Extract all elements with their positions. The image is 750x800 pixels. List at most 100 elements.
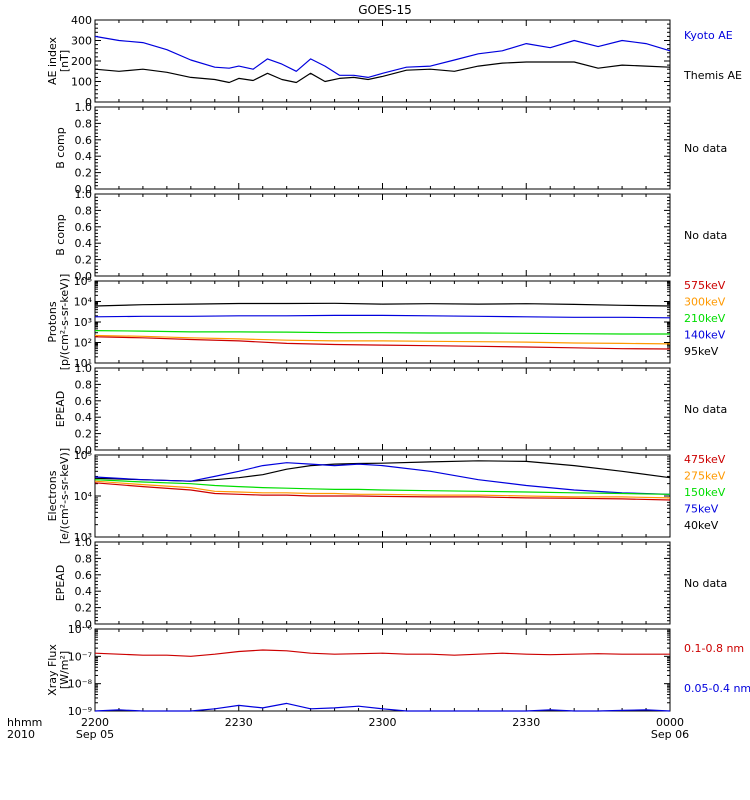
series-line-75kev xyxy=(94,462,671,495)
series-line-210kev xyxy=(94,330,670,335)
series-line-kyoto-ae xyxy=(94,35,671,79)
legend-entry: 0.1-0.8 nm xyxy=(684,642,744,655)
y-tick-label: 0.4 xyxy=(75,237,93,250)
panel-6: 10³ 10⁴ 10⁵ Electrons [e/(cm²-s-sr-keV)] 475k… xyxy=(46,448,726,544)
panel-3: 0.0 0.2 0.4 0.6 0.8 1.0 B comp No data xyxy=(54,188,727,283)
panels-group: 0 100 200 300 400 AE index [nT] Kyoto AE Themis … xyxy=(46,14,750,718)
y-tick-label: 0.2 xyxy=(75,428,93,441)
y-tick-label: 10¹ xyxy=(74,357,92,370)
x-tick-date: Sep 05 xyxy=(76,728,114,741)
series-line-140kev xyxy=(94,314,671,319)
y-axis-units: [e/(cm²-s-sr-keV)] xyxy=(58,448,71,544)
no-data-label: No data xyxy=(684,403,727,416)
y-tick-label: 10³ xyxy=(74,531,92,544)
x-tick-label: 2300 xyxy=(369,716,397,729)
series-line-themis-ae xyxy=(94,61,671,84)
y-tick-label: 0.2 xyxy=(75,167,93,180)
legend-entry: Themis AE xyxy=(683,69,742,82)
legend-entry: 150keV xyxy=(684,486,726,499)
y-tick-label: 10³ xyxy=(74,316,92,329)
y-tick-label: 1.0 xyxy=(75,188,93,201)
legend-entry: 475keV xyxy=(684,453,726,466)
y-tick-label: 10⁵ xyxy=(74,275,92,288)
series-line-475kev xyxy=(94,482,671,501)
y-tick-label: 1.0 xyxy=(75,536,93,549)
y-axis-label: Xray Flux xyxy=(46,644,59,696)
y-tick-label: 0.8 xyxy=(75,552,93,565)
y-axis-label: Electrons xyxy=(46,470,59,521)
y-tick-label: 0.8 xyxy=(75,117,93,130)
y-tick-label: 0.4 xyxy=(75,150,93,163)
x-tick-label: 2330 xyxy=(512,716,540,729)
panel-1: 0 100 200 300 400 AE index [nT] Kyoto AE Themis … xyxy=(46,14,742,109)
y-axis-label: AE index xyxy=(46,36,59,85)
legend-entry: 0.05-0.4 nm xyxy=(684,682,750,695)
y-tick-label: 0.2 xyxy=(75,254,93,267)
y-axis-units: [p/(cm²-s-sr-keV)] xyxy=(58,274,71,371)
y-axis-label: B comp xyxy=(54,214,67,256)
y-tick-label: 10² xyxy=(74,337,92,350)
y-axis-label: Protons xyxy=(46,301,59,342)
x-tick-date: Sep 06 xyxy=(651,728,689,741)
y-tick-label: 10⁵ xyxy=(74,449,92,462)
y-axis-label: EPEAD xyxy=(54,391,67,428)
y-tick-label: 0.6 xyxy=(75,221,93,234)
y-tick-label: 0.4 xyxy=(75,585,93,598)
panel-8: 10⁻⁹ 10⁻⁸ 10⁻⁷ 10⁻⁶ Xray Flux [W/m²] 0.1-0.8 n… xyxy=(46,623,750,718)
no-data-label: No data xyxy=(684,577,727,590)
series-line-0-1-0-8-nm xyxy=(94,649,670,657)
series-line-300kev xyxy=(94,334,671,345)
y-tick-label: 10⁻⁸ xyxy=(68,678,93,691)
series-line-0-05-0-4-nm xyxy=(94,702,671,712)
x-tick-label: 2200 xyxy=(81,716,109,729)
series-line-275kev xyxy=(94,480,671,499)
legend-entry: 95keV xyxy=(684,345,719,358)
y-tick-label: 100 xyxy=(71,76,92,89)
no-data-label: No data xyxy=(684,229,727,242)
y-tick-label: 0.0 xyxy=(75,618,93,631)
y-tick-label: 10⁻⁶ xyxy=(68,623,93,636)
no-data-label: No data xyxy=(684,142,727,155)
x-tick-label: 2230 xyxy=(225,716,253,729)
y-tick-label: 0.8 xyxy=(75,204,93,217)
y-tick-label: 10⁻⁷ xyxy=(68,650,92,663)
y-tick-label: 200 xyxy=(71,55,92,68)
legend-entry: 210keV xyxy=(684,312,726,325)
legend-entry: 140keV xyxy=(684,329,726,342)
y-tick-label: 1.0 xyxy=(75,362,93,375)
y-tick-label: 300 xyxy=(71,35,92,48)
series-line-40kev xyxy=(94,460,671,482)
y-axis-units: [nT] xyxy=(58,50,71,72)
legend-entry: Kyoto AE xyxy=(684,29,733,42)
y-tick-label: 0.0 xyxy=(75,444,93,457)
legend-entry: 40keV xyxy=(684,519,719,532)
series-line-150kev xyxy=(94,479,671,495)
y-tick-label: 1.0 xyxy=(75,101,93,114)
y-tick-label: 0.2 xyxy=(75,602,93,615)
y-tick-label: 0.0 xyxy=(75,183,93,196)
x-tick-label: 0000 xyxy=(656,716,684,729)
y-tick-label: 0.6 xyxy=(75,569,93,582)
y-tick-label: 10⁴ xyxy=(74,296,93,309)
y-tick-label: 10⁴ xyxy=(74,490,93,503)
plot-title: GOES-15 xyxy=(358,3,412,17)
year-label: 2010 xyxy=(7,728,35,741)
time-label: hhmm xyxy=(7,716,42,729)
y-axis-label: B comp xyxy=(54,127,67,169)
y-tick-label: 10⁻⁹ xyxy=(68,705,92,718)
y-tick-label: 0.8 xyxy=(75,378,93,391)
legend-entry: 575keV xyxy=(684,279,726,292)
legend-entry: 300keV xyxy=(684,296,726,309)
panel-4: 10¹ 10² 10³ 10⁴ 10⁵ Protons [p/(cm²-s-sr-keV)]… xyxy=(46,274,726,371)
legend-entry: 275keV xyxy=(684,470,726,483)
legend-entry: 75keV xyxy=(684,503,719,516)
panel-7: 0.0 0.2 0.4 0.6 0.8 1.0 EPEAD No data xyxy=(54,536,727,631)
y-tick-label: 0.0 xyxy=(75,270,93,283)
panel-2: 0.0 0.2 0.4 0.6 0.8 1.0 B comp No data xyxy=(54,101,727,196)
y-tick-label: 400 xyxy=(71,14,92,27)
y-axis-units: [W/m²] xyxy=(58,651,71,689)
y-tick-label: 0.6 xyxy=(75,395,93,408)
